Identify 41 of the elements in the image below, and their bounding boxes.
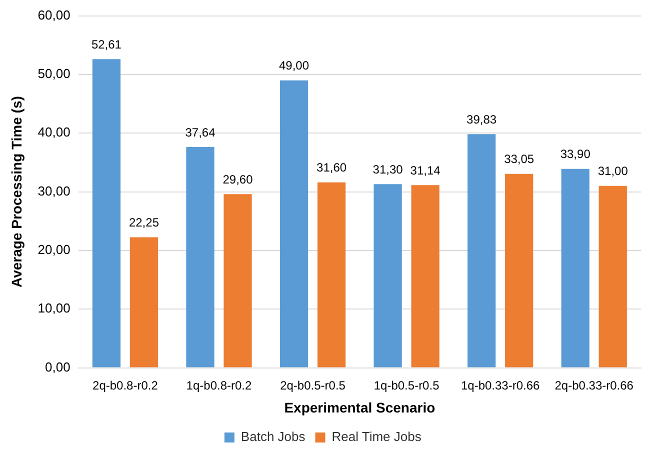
- bar: [505, 174, 534, 368]
- x-tick-label: 1q-b0.33-r0.66: [460, 378, 540, 392]
- data-label: 31,30: [372, 162, 404, 176]
- data-label: 31,60: [316, 160, 347, 175]
- bar: [92, 59, 121, 368]
- x-tick-label: 1q-b0.8-r0.2: [186, 378, 252, 392]
- data-label: 31,00: [598, 164, 628, 178]
- bar: [317, 182, 346, 368]
- bar: [130, 237, 158, 368]
- y-tick-label: 0,00: [45, 359, 70, 374]
- data-label: 33,90: [560, 147, 591, 162]
- x-tick-label: 2q-b0.5-r0.5: [280, 378, 346, 392]
- data-label: 37,64: [185, 125, 216, 140]
- y-tick-label: 20,00: [38, 242, 70, 258]
- y-tick-label: 60,00: [38, 7, 70, 22]
- data-label: 33,05: [504, 152, 534, 166]
- y-tick-label: 40,00: [38, 124, 70, 140]
- x-tick-label: 2q-b0.8-r0.2: [92, 378, 158, 392]
- bar: [224, 194, 252, 368]
- legend-label: Real Time Jobs: [332, 429, 422, 444]
- data-label: 49,00: [279, 58, 310, 73]
- bar: [280, 80, 308, 368]
- y-axis-title: Average Processing Time (s): [8, 96, 24, 288]
- bar: [561, 168, 590, 368]
- bar: [374, 184, 402, 368]
- data-label: 29,60: [222, 172, 254, 186]
- x-tick-label: 2q-b0.33-r0.66: [554, 378, 634, 392]
- data-label: 39,83: [466, 112, 497, 126]
- x-axis-title: Experimental Scenario: [284, 399, 436, 416]
- bar: [468, 134, 496, 368]
- bar: [598, 186, 627, 368]
- y-tick-label: 50,00: [38, 66, 70, 82]
- data-label: 31,14: [410, 163, 441, 178]
- data-label: 52,61: [91, 37, 122, 52]
- x-tick-label: 1q-b0.5-r0.5: [374, 378, 440, 392]
- legend-label: Batch Jobs: [240, 429, 306, 444]
- bar: [411, 185, 440, 368]
- y-tick-label: 10,00: [38, 300, 70, 316]
- bar: [186, 146, 214, 368]
- y-tick-label: 30,00: [38, 183, 70, 198]
- data-label: 22,25: [128, 216, 160, 230]
